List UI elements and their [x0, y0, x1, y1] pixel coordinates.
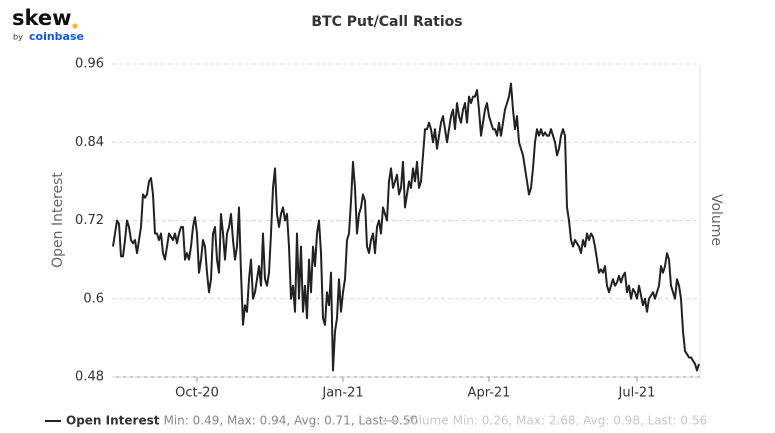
series-line	[112, 82, 700, 372]
legend-label: Open Interest	[66, 414, 160, 428]
x-tick-label: Oct-20	[175, 386, 219, 401]
y-axis-label: Open Interest	[50, 172, 66, 268]
x-tick-label: Jan-21	[321, 386, 363, 401]
logo-brand: coinbase	[29, 30, 84, 43]
legend-label: Volume	[404, 414, 449, 428]
legend-stats: Min: 0.26, Max: 2.68, Avg: 0.98, Last: 0…	[453, 414, 708, 428]
y-tick-label: 0.48	[75, 370, 104, 385]
y-tick-label: 0.96	[75, 57, 104, 72]
y-tick-label: 0.84	[75, 135, 104, 150]
y-tick-label: 0.6	[83, 291, 104, 306]
x-tick-label: Jul-21	[618, 386, 656, 401]
logo-by: by	[13, 33, 23, 42]
y2-axis-label: Volume	[708, 194, 724, 246]
x-tick-label: Apr-21	[468, 386, 511, 401]
y-tick-label: 0.72	[75, 213, 104, 228]
legend-stats: Min: 0.49, Max: 0.94, Avg: 0.71, Last: 0…	[163, 414, 418, 428]
chart-title: BTC Put/Call Ratios	[311, 14, 462, 30]
logo-text: skew	[12, 6, 72, 30]
logo-dot	[72, 23, 78, 29]
